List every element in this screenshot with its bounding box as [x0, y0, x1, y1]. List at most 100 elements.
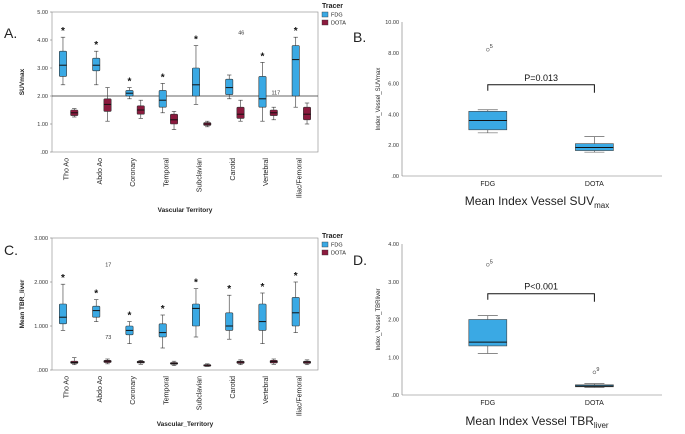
y-tick-label: 2.000: [34, 280, 48, 286]
y-tick-label: .00: [40, 150, 48, 156]
panel-B: B. .00 2.00 4.00 6.00 8.00 10.00 FDG DOTA 5 P=0.01…: [353, 20, 662, 210]
y-tick-label: 3.00: [388, 280, 399, 286]
outlier-label: 5: [490, 259, 493, 265]
legend: Tracer FDG DOTA: [321, 233, 346, 257]
y-tick-label: 4.00: [388, 112, 399, 118]
dota-box: [575, 136, 614, 153]
y-tick-label: 8.00: [388, 51, 399, 57]
panel-label: C.: [4, 242, 18, 258]
significance-star: *: [227, 284, 231, 295]
dota-box: [303, 102, 311, 125]
significance-star: *: [128, 311, 132, 322]
chart-title-subscript: liver: [594, 421, 609, 430]
fdg-box: [158, 314, 167, 349]
outlier-label: 73: [105, 335, 111, 341]
dota-box: [170, 360, 178, 366]
dota-box: [70, 108, 79, 118]
chart-title-main: Mean Index Vessel TBR: [465, 414, 594, 428]
x-tick-label: FDG: [480, 400, 495, 407]
fdg-box-box: [59, 303, 67, 325]
fdg-box-box: [258, 303, 267, 331]
outlier-label: 5: [490, 44, 493, 50]
y-tick-label: .00: [391, 393, 399, 399]
legend-item: DOTA: [331, 251, 346, 257]
chart-title: Mean Index Vessel SUVmax: [465, 194, 610, 210]
dota-box: [203, 363, 212, 367]
dota-box: [136, 360, 145, 365]
p-value: P=0.013: [524, 73, 558, 83]
y-tick-label: 4.00: [388, 242, 399, 248]
fdg-box: [225, 74, 234, 100]
y-axis-title: Index_Vessel_SUVmax: [376, 68, 382, 131]
dota-box: [236, 99, 245, 122]
legend-item: DOTA: [331, 21, 346, 27]
dota-box: [575, 383, 614, 388]
fdg-box: [225, 294, 234, 340]
y-tick-label: .000: [37, 368, 48, 374]
x-tick-label: Subclavian: [197, 158, 204, 192]
panel-label: B.: [353, 29, 366, 45]
dota-box: [70, 357, 79, 366]
x-tick-label: Temporal: [163, 376, 170, 405]
outlier-point: [486, 47, 490, 52]
dota-box: [203, 120, 212, 128]
significance-star: *: [94, 289, 98, 300]
fdg-box-box: [258, 76, 267, 108]
significance-star: *: [294, 26, 298, 37]
significance-star: *: [194, 278, 198, 289]
outlier-label: 46: [238, 30, 244, 36]
y-tick-label: 6.00: [388, 82, 399, 88]
x-tick-label: Coronary: [130, 376, 137, 405]
fdg-box: [92, 299, 101, 322]
fdg-box-box: [225, 312, 234, 331]
legend: Tracer FDG DOTA: [321, 3, 346, 27]
significance-star: *: [61, 273, 65, 284]
fdg-box: [258, 62, 267, 122]
panel-label: A.: [4, 25, 17, 41]
legend-title: Tracer: [322, 3, 343, 10]
fdg-box-box: [92, 305, 101, 318]
legend-item: FDG: [331, 13, 343, 19]
significance-star: *: [94, 40, 98, 51]
fdg-box-box: [291, 45, 300, 97]
fdg-box-box: [92, 57, 101, 72]
legend-title: Tracer: [322, 233, 343, 240]
y-tick-label: 2.00: [388, 318, 399, 324]
x-tick-label: Subclavian: [197, 376, 204, 410]
significance-star: *: [61, 26, 65, 37]
dota-box-box: [236, 106, 245, 119]
y-axis-title: SUVmax: [19, 68, 26, 95]
fdg-box: [125, 87, 134, 100]
outlier-label: 9: [596, 367, 599, 373]
x-tick-label: Carotid: [230, 158, 237, 181]
x-tick-label: Tho Ao: [64, 376, 71, 398]
fdg-box: [468, 315, 508, 354]
y-tick-label: 3.000: [34, 236, 48, 242]
significance-bracket: [487, 293, 595, 302]
fdg-box: [468, 109, 508, 134]
panel-label: D.: [353, 252, 367, 268]
fdg-box: [92, 50, 101, 86]
significance-star: *: [161, 72, 165, 83]
y-tick-label: 4.00: [37, 38, 48, 44]
chart-title-subscript: max: [594, 201, 609, 210]
outlier-label: 117: [271, 91, 280, 97]
significance-star: *: [128, 77, 132, 88]
legend-swatch: [321, 11, 329, 18]
fdg-box-box: [291, 297, 300, 327]
plot-frame: [51, 237, 319, 371]
fdg-box: [59, 36, 67, 86]
x-tick-label: Abdo Ao: [97, 376, 104, 403]
fdg-box: [291, 281, 300, 333]
chart-title: Mean Index Vessel TBRliver: [465, 414, 609, 430]
fdg-box-box: [225, 78, 234, 95]
x-tick-label: Coronary: [130, 158, 137, 187]
x-tick-label: DOTA: [585, 400, 604, 407]
y-axis-title: Mean TBR_liver: [19, 279, 26, 328]
x-tick-label: DOTA: [585, 181, 604, 188]
x-tick-label: Tho Ao: [64, 158, 71, 180]
fdg-box-box: [158, 90, 167, 108]
dota-box: [170, 111, 178, 130]
dota-box: [236, 359, 245, 366]
significance-star: *: [294, 271, 298, 282]
